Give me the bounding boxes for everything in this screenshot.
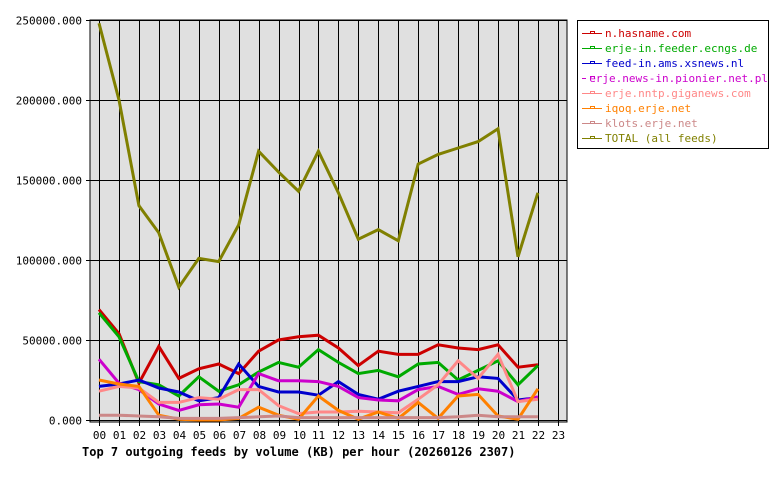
x-tick-label: 18 [452,429,465,442]
x-tick-label: 05 [193,429,206,442]
legend-label: feed-in.ams.xsnews.nl [605,57,745,70]
series-line [99,413,538,420]
x-tick-label: 03 [153,429,166,442]
series-lines [97,22,540,422]
legend-label: klots.erje.net [605,117,698,130]
legend-swatch-icon [582,30,602,37]
series-line [97,311,539,398]
legend-label: erje.news-in.pionier.net.pl [589,72,768,85]
series-line [97,308,539,387]
y-tick-label: 0.000 [49,415,82,428]
legend-swatch-icon [582,120,602,127]
x-tick-label: 09 [273,429,286,442]
legend-swatch-icon [582,135,602,142]
legend-label: TOTAL (all feeds) [605,132,718,145]
chart-title: Top 7 outgoing feeds by volume (KB) per … [82,445,515,459]
x-tick-label: 04 [173,429,187,442]
legend-label: erje-in.feeder.ecngs.de [605,42,758,55]
y-tick-label: 50000.000 [22,335,82,348]
x-tick-label: 11 [312,429,325,442]
x-tick-label: 13 [352,429,365,442]
x-tick-label: 15 [392,429,405,442]
legend-swatch-icon [582,90,602,97]
x-tick-label: 23 [552,429,565,442]
series-line [97,358,539,412]
y-tick-label: 250000.000 [16,15,82,28]
legend-label: iqoq.erje.net [605,102,692,115]
y-tick-label: 100000.000 [16,255,82,268]
legend-item: TOTAL (all feeds) [578,131,768,146]
x-tick-label: 08 [253,429,266,442]
legend-item: erje.nntp.giganews.com [578,86,768,101]
x-tick-label: 12 [332,429,345,442]
legend-item: n.hasname.com [578,26,768,41]
y-tick-label: 200000.000 [16,95,82,108]
x-tick-label: 19 [472,429,485,442]
x-tick-label: 21 [512,429,525,442]
legend-swatch-icon [582,45,602,52]
x-tick-label: 10 [293,429,306,442]
legend-item: iqoq.erje.net [578,101,768,116]
legend-item: erje.news-in.pionier.net.pl [578,71,768,86]
legend-label: n.hasname.com [605,27,692,40]
y-tick-label: 150000.000 [16,175,82,188]
y-axis: 0.000 50000.000 100000.000 150000.000 200000… [16,15,90,428]
legend-swatch-icon [582,105,602,112]
x-tick-label: 02 [133,429,146,442]
x-axis: 00 01 02 03 04 05 06 07 08 09 10 11 12 13 14 15 16 17 18 19… [93,422,565,442]
legend-item: feed-in.ams.xsnews.nl [578,56,768,71]
series-line [97,22,540,291]
legend-label: erje.nntp.giganews.com [605,87,751,100]
x-tick-label: 07 [233,429,246,442]
x-tick-label: 22 [532,429,545,442]
x-tick-label: 17 [432,429,445,442]
legend-swatch-icon [582,60,602,67]
x-tick-label: 00 [93,429,106,442]
x-tick-label: 01 [113,429,126,442]
legend-item: klots.erje.net [578,116,768,131]
chart-legend: n.hasname.com erje-in.feeder.ecngs.de feed… [577,20,769,149]
legend-item: erje-in.feeder.ecngs.de [578,41,768,56]
x-tick-label: 14 [372,429,386,442]
x-tick-label: 06 [213,429,226,442]
x-tick-label: 16 [412,429,425,442]
x-tick-label: 20 [492,429,505,442]
legend-swatch-icon [582,75,595,82]
series-line [98,351,539,416]
